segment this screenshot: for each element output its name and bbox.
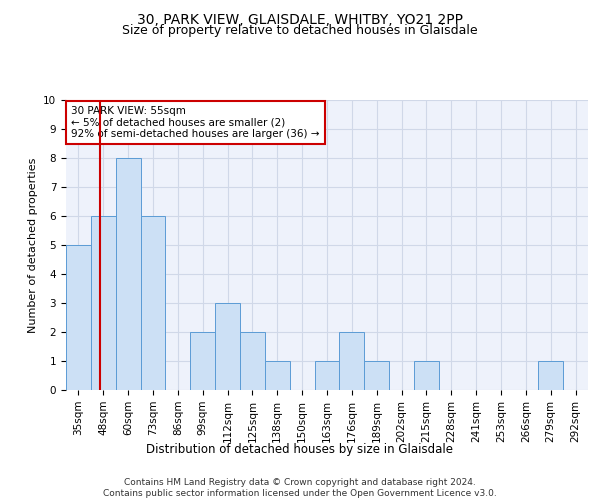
Bar [414,361,439,390]
Bar [116,158,140,390]
Bar [215,303,240,390]
Text: Size of property relative to detached houses in Glaisdale: Size of property relative to detached ho… [122,24,478,37]
Bar [140,216,166,390]
Bar [364,361,389,390]
Bar [240,332,265,390]
Bar [190,332,215,390]
Text: 30 PARK VIEW: 55sqm
← 5% of detached houses are smaller (2)
92% of semi-detached: 30 PARK VIEW: 55sqm ← 5% of detached hou… [71,106,320,139]
Bar [538,361,563,390]
Bar [66,245,91,390]
Y-axis label: Number of detached properties: Number of detached properties [28,158,38,332]
Bar [91,216,116,390]
Bar [340,332,364,390]
Text: Contains HM Land Registry data © Crown copyright and database right 2024.
Contai: Contains HM Land Registry data © Crown c… [103,478,497,498]
Text: Distribution of detached houses by size in Glaisdale: Distribution of detached houses by size … [146,442,454,456]
Bar [265,361,290,390]
Text: 30, PARK VIEW, GLAISDALE, WHITBY, YO21 2PP: 30, PARK VIEW, GLAISDALE, WHITBY, YO21 2… [137,12,463,26]
Bar [314,361,340,390]
